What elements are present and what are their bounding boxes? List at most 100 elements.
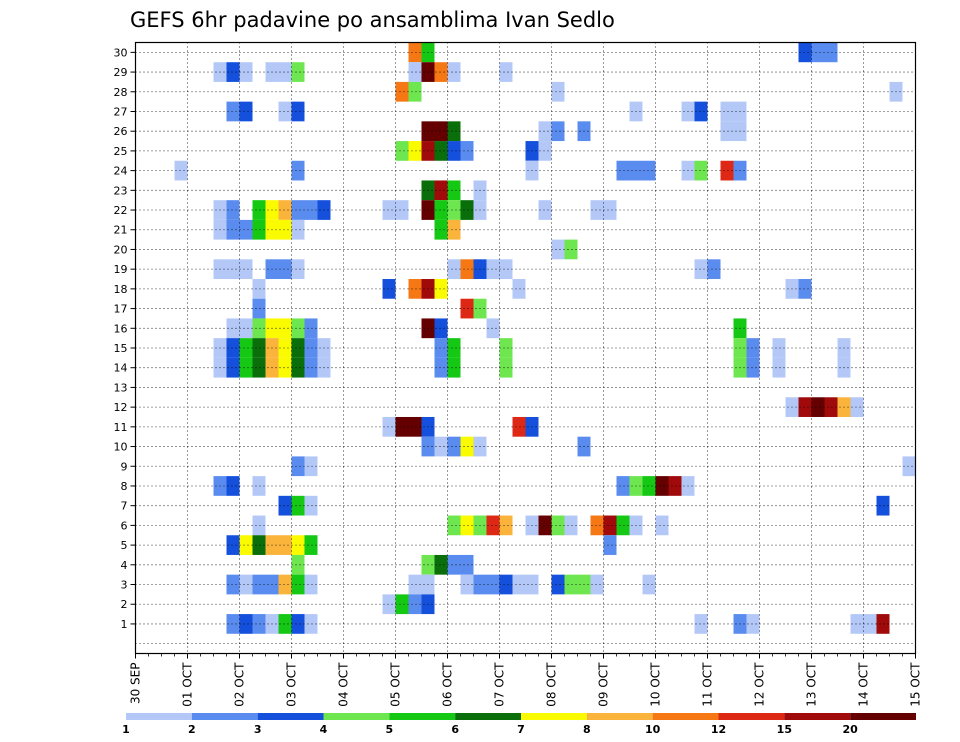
heatmap-cell [226, 219, 240, 240]
x-tick-label: 14 OCT [857, 662, 871, 707]
legend-swatch [850, 713, 916, 720]
y-tick-label: 14 [114, 362, 128, 375]
heatmap-cell [824, 397, 838, 417]
heatmap-cell [668, 476, 682, 496]
x-tick-label: 13 OCT [805, 662, 819, 707]
heatmap-cell [447, 219, 461, 240]
legend-label: 6 [451, 723, 459, 736]
heatmap-cell [226, 338, 240, 358]
heatmap-cell [395, 81, 409, 102]
heatmap-cell [291, 614, 305, 634]
heatmap-cell [408, 42, 422, 63]
heatmap-cell [434, 318, 448, 339]
heatmap-cell [772, 338, 786, 358]
heatmap-cell [278, 200, 292, 220]
heatmap-cell [564, 515, 578, 536]
heatmap-cell [434, 219, 448, 240]
heatmap-cell [226, 318, 240, 339]
y-tick-label: 22 [114, 204, 128, 217]
y-tick-label: 10 [114, 441, 128, 454]
heatmap-cell [382, 279, 396, 299]
legend-swatch [586, 713, 653, 720]
heatmap-cell [434, 357, 448, 378]
legend-label: 1 [122, 723, 130, 736]
heatmap-cell [252, 357, 266, 378]
heatmap-cell [395, 594, 409, 615]
legend-swatch [323, 713, 390, 720]
heatmap-cell [538, 141, 552, 161]
heatmap-cell [382, 594, 396, 615]
heatmap-cell [447, 554, 461, 575]
heatmap-cell [226, 476, 240, 496]
heatmap-cell [252, 338, 266, 358]
legend-swatch [191, 713, 258, 720]
heatmap-cell [226, 357, 240, 378]
heatmap-cell [291, 554, 305, 575]
heatmap-cell [291, 535, 305, 555]
heatmap-cell [226, 574, 240, 595]
heatmap-cell [434, 200, 448, 220]
heatmap-cell [278, 259, 292, 280]
heatmap-cell [252, 515, 266, 536]
y-tick-label: 26 [114, 125, 128, 138]
heatmap-cell [460, 298, 474, 319]
heatmap-cell [616, 515, 630, 536]
heatmap-cell [304, 495, 318, 516]
heatmap-cell [278, 62, 292, 82]
heatmap-cell [460, 259, 474, 280]
y-tick-label: 2 [121, 598, 128, 611]
heatmap-cell [408, 279, 422, 299]
heatmap-cell [798, 42, 812, 63]
heatmap-cell [603, 535, 617, 555]
heatmap-cell [252, 614, 266, 634]
heatmap-cell [616, 160, 630, 181]
legend-swatch [521, 713, 587, 720]
heatmap-cell [499, 338, 513, 358]
heatmap-cell [304, 574, 318, 595]
x-axis: 30 SEP 01 OCT 02 OCT 03 OCT 04 OCT 05 OCT 06 O… [129, 653, 923, 707]
heatmap-cell [239, 574, 253, 595]
heatmap-cell [291, 338, 305, 358]
heatmap-cell [551, 81, 565, 102]
heatmap-cell [278, 357, 292, 378]
heatmap-cell [278, 495, 292, 516]
x-tick-label: 01 OCT [181, 662, 195, 707]
legend-label: 20 [843, 723, 859, 736]
heatmap-cell [499, 357, 513, 378]
heatmap-cell [876, 614, 890, 634]
heatmap-cell [291, 219, 305, 240]
y-tick-label: 13 [114, 381, 128, 394]
heatmap-cell [447, 62, 461, 82]
heatmap-cell [642, 160, 656, 181]
heatmap-cell [291, 574, 305, 595]
heatmap-cell [694, 259, 708, 280]
heatmap-cell [408, 594, 422, 615]
legend-swatch [652, 713, 719, 720]
heatmap-cell [850, 397, 864, 417]
heatmap-cell [746, 338, 760, 358]
heatmap-cell [252, 535, 266, 555]
heatmap-cell [252, 200, 266, 220]
heatmap-cell [408, 141, 422, 161]
heatmap-cell [499, 62, 513, 82]
x-tick-label: 30 SEP [129, 663, 143, 705]
heatmap-cell [239, 338, 253, 358]
heatmap-cell [395, 416, 409, 437]
heatmap-cell [434, 338, 448, 358]
heatmap-cell [746, 357, 760, 378]
heatmap-cell [811, 397, 825, 417]
heatmap-cell [434, 554, 448, 575]
heatmap-cell [434, 180, 448, 201]
heatmap-cell [395, 200, 409, 220]
heatmap-cell [447, 259, 461, 280]
heatmap-cell [278, 338, 292, 358]
y-tick-label: 21 [114, 224, 128, 237]
heatmap-cell [252, 219, 266, 240]
y-tick-label: 17 [114, 303, 128, 316]
y-tick-label: 15 [114, 342, 128, 355]
heatmap-cell [720, 160, 734, 181]
legend-label: 5 [386, 723, 394, 736]
heatmap-cell [291, 357, 305, 378]
y-tick-label: 16 [114, 322, 128, 335]
y-tick-label: 7 [121, 500, 128, 513]
